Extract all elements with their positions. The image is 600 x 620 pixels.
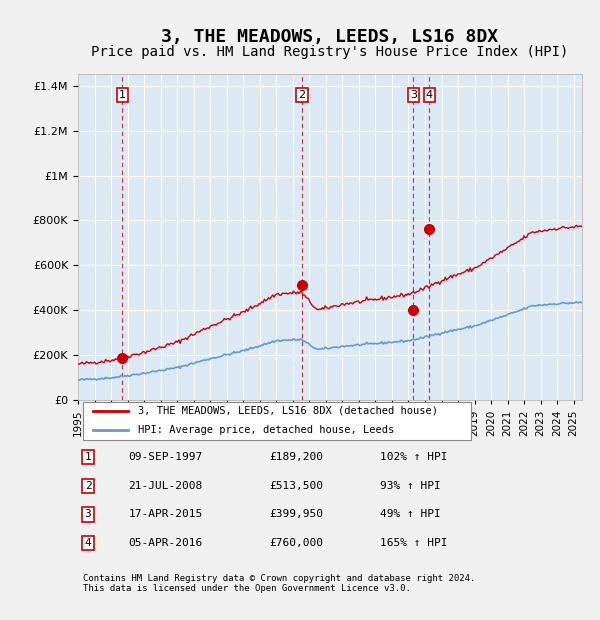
Text: 3: 3 — [410, 90, 417, 100]
Text: 1: 1 — [119, 90, 126, 100]
Text: 09-SEP-1997: 09-SEP-1997 — [128, 452, 203, 462]
Text: £760,000: £760,000 — [269, 538, 323, 548]
Text: 4: 4 — [85, 538, 91, 548]
Text: 3, THE MEADOWS, LEEDS, LS16 8DX: 3, THE MEADOWS, LEEDS, LS16 8DX — [161, 28, 499, 46]
Text: 49% ↑ HPI: 49% ↑ HPI — [380, 510, 441, 520]
Text: HPI: Average price, detached house, Leeds: HPI: Average price, detached house, Leed… — [139, 425, 395, 435]
Text: 3: 3 — [85, 510, 91, 520]
Text: 2: 2 — [298, 90, 305, 100]
Text: £513,500: £513,500 — [269, 481, 323, 491]
Text: Contains HM Land Registry data © Crown copyright and database right 2024.
This d: Contains HM Land Registry data © Crown c… — [83, 574, 475, 593]
Text: 05-APR-2016: 05-APR-2016 — [128, 538, 203, 548]
Text: £189,200: £189,200 — [269, 452, 323, 462]
Text: £399,950: £399,950 — [269, 510, 323, 520]
Text: 21-JUL-2008: 21-JUL-2008 — [128, 481, 203, 491]
Text: 2: 2 — [85, 481, 91, 491]
Text: Price paid vs. HM Land Registry's House Price Index (HPI): Price paid vs. HM Land Registry's House … — [91, 45, 569, 59]
Text: 3, THE MEADOWS, LEEDS, LS16 8DX (detached house): 3, THE MEADOWS, LEEDS, LS16 8DX (detache… — [139, 405, 439, 415]
FancyBboxPatch shape — [83, 402, 471, 440]
Text: 17-APR-2015: 17-APR-2015 — [128, 510, 203, 520]
Text: 165% ↑ HPI: 165% ↑ HPI — [380, 538, 448, 548]
Text: 1: 1 — [85, 452, 91, 462]
Text: 4: 4 — [426, 90, 433, 100]
Text: 102% ↑ HPI: 102% ↑ HPI — [380, 452, 448, 462]
Text: 93% ↑ HPI: 93% ↑ HPI — [380, 481, 441, 491]
